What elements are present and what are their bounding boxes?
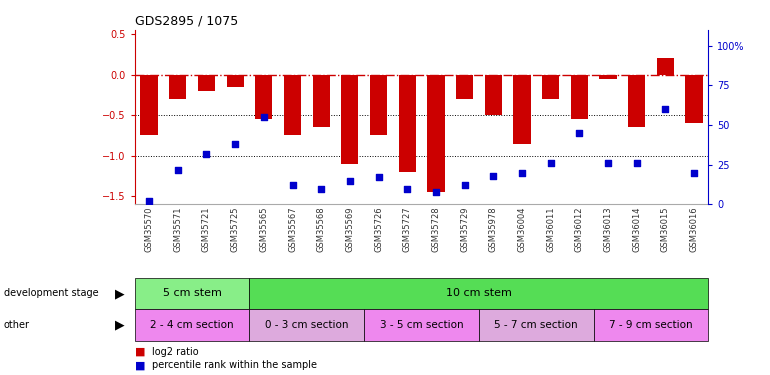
Text: 5 - 7 cm section: 5 - 7 cm section	[494, 320, 578, 330]
Text: GSM36004: GSM36004	[517, 206, 527, 252]
Text: log2 ratio: log2 ratio	[152, 347, 199, 357]
Point	[516, 170, 528, 176]
Bar	[685, 75, 703, 123]
Text: ■: ■	[135, 347, 146, 357]
Text: 2 - 4 cm section: 2 - 4 cm section	[150, 320, 234, 330]
Point	[172, 166, 184, 172]
Text: GSM35725: GSM35725	[231, 206, 239, 252]
Text: other: other	[4, 320, 30, 330]
Text: GSM36015: GSM36015	[661, 206, 670, 252]
Bar	[514, 75, 531, 144]
Text: GSM35569: GSM35569	[346, 206, 354, 252]
Text: GSM36014: GSM36014	[632, 206, 641, 252]
Text: ▶: ▶	[115, 319, 124, 332]
Point	[200, 151, 213, 157]
Text: GSM36012: GSM36012	[575, 206, 584, 252]
Point	[401, 186, 413, 192]
Bar	[341, 75, 359, 164]
Text: GSM35571: GSM35571	[173, 206, 182, 252]
Text: GSM35565: GSM35565	[259, 206, 268, 252]
Bar	[255, 75, 273, 119]
Bar	[226, 75, 244, 87]
Point	[258, 114, 270, 120]
Point	[688, 170, 700, 176]
Point	[343, 178, 356, 184]
Point	[458, 182, 470, 188]
Point	[631, 160, 643, 166]
Bar	[140, 75, 158, 135]
Bar	[313, 75, 330, 128]
Text: 7 - 9 cm section: 7 - 9 cm section	[609, 320, 693, 330]
Text: GSM35570: GSM35570	[145, 206, 153, 252]
Bar	[370, 75, 387, 135]
Text: GSM36016: GSM36016	[690, 206, 698, 252]
Bar	[284, 75, 301, 135]
Text: development stage: development stage	[4, 288, 99, 298]
Point	[315, 186, 327, 192]
Point	[602, 160, 614, 166]
Bar	[571, 75, 588, 119]
Bar	[628, 75, 645, 128]
Bar	[657, 58, 674, 75]
Point	[286, 182, 299, 188]
Point	[229, 141, 241, 147]
Text: GSM36013: GSM36013	[604, 206, 612, 252]
Point	[487, 173, 500, 179]
Text: 10 cm stem: 10 cm stem	[446, 288, 512, 298]
Point	[373, 174, 385, 180]
Bar	[198, 75, 215, 91]
Text: ▶: ▶	[115, 287, 124, 300]
Bar	[427, 75, 444, 192]
Text: GSM35728: GSM35728	[431, 206, 440, 252]
Point	[573, 130, 585, 136]
Bar	[456, 75, 474, 99]
Text: GSM35727: GSM35727	[403, 206, 412, 252]
Text: GSM35726: GSM35726	[374, 206, 383, 252]
Text: percentile rank within the sample: percentile rank within the sample	[152, 360, 316, 370]
Point	[143, 198, 156, 204]
Text: 5 cm stem: 5 cm stem	[162, 288, 222, 298]
Bar	[599, 75, 617, 79]
Bar	[542, 75, 559, 99]
Text: 0 - 3 cm section: 0 - 3 cm section	[265, 320, 349, 330]
Text: GSM35568: GSM35568	[316, 206, 326, 252]
Text: GSM36011: GSM36011	[546, 206, 555, 252]
Point	[430, 189, 442, 195]
Text: GSM35978: GSM35978	[489, 206, 497, 252]
Bar	[169, 75, 186, 99]
Text: GSM35721: GSM35721	[202, 206, 211, 252]
Text: 3 - 5 cm section: 3 - 5 cm section	[380, 320, 464, 330]
Text: GSM35729: GSM35729	[460, 206, 469, 252]
Text: GSM35567: GSM35567	[288, 206, 297, 252]
Point	[544, 160, 557, 166]
Text: GDS2895 / 1075: GDS2895 / 1075	[135, 15, 238, 27]
Bar	[484, 75, 502, 115]
Point	[659, 106, 671, 112]
Bar	[399, 75, 416, 172]
Text: ■: ■	[135, 360, 146, 370]
